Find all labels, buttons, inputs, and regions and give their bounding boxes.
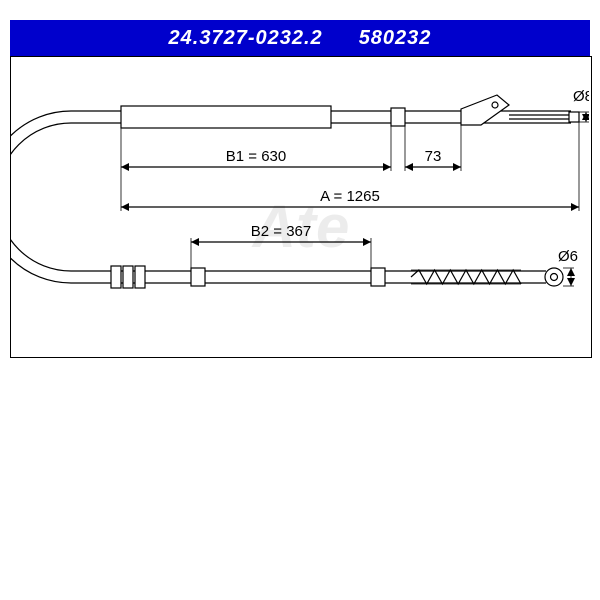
part-number-primary: 24.3727-0232.2: [169, 27, 323, 50]
drawing-svg: AteB1 = 63073A = 1265B2 = 367Ø8Ø6: [11, 57, 589, 355]
svg-text:A = 1265: A = 1265: [320, 188, 380, 205]
svg-text:Ø8: Ø8: [573, 88, 589, 105]
part-number-secondary: 580232: [359, 27, 432, 50]
technical-drawing: AteB1 = 63073A = 1265B2 = 367Ø8Ø6: [10, 56, 592, 358]
svg-text:73: 73: [425, 148, 442, 165]
svg-text:B2 = 367: B2 = 367: [251, 223, 311, 240]
part-number-header: 24.3727-0232.2 580232: [10, 20, 590, 56]
svg-text:Ø6: Ø6: [558, 248, 578, 265]
svg-text:B1 = 630: B1 = 630: [226, 148, 286, 165]
